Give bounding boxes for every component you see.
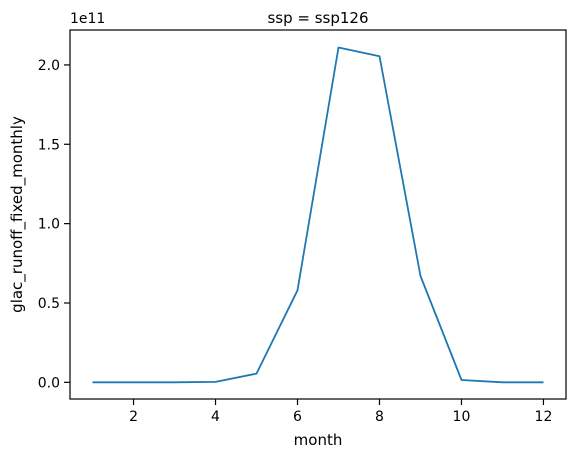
x-tick-label: 6: [293, 409, 302, 425]
x-tick-label: 12: [535, 409, 553, 425]
chart-title: ssp = ssp126: [267, 9, 368, 27]
y-tick-label: 0.0: [38, 375, 60, 391]
y-axis-label: glac_runoff_fixed_monthly: [8, 116, 27, 313]
plot-frame: [69, 29, 567, 400]
y-tick-label: 0.5: [38, 296, 60, 312]
x-axis-label: month: [294, 431, 343, 449]
x-tick-label: 2: [129, 409, 138, 425]
y-tick-label: 2.0: [38, 58, 60, 74]
y-tick-label: 1.5: [38, 137, 60, 153]
y-offset-label: 1e11: [70, 11, 105, 27]
y-tick-label: 1.0: [38, 217, 60, 233]
x-tick-label: 4: [211, 409, 220, 425]
x-axis-ticks: 2 4 6 8 10 12: [129, 399, 552, 425]
y-axis-ticks: 0.0 0.5 1.0 1.5 2.0: [38, 58, 70, 391]
series-line: [92, 46, 544, 384]
x-tick-label: 10: [453, 409, 471, 425]
x-tick-label: 8: [375, 409, 384, 425]
